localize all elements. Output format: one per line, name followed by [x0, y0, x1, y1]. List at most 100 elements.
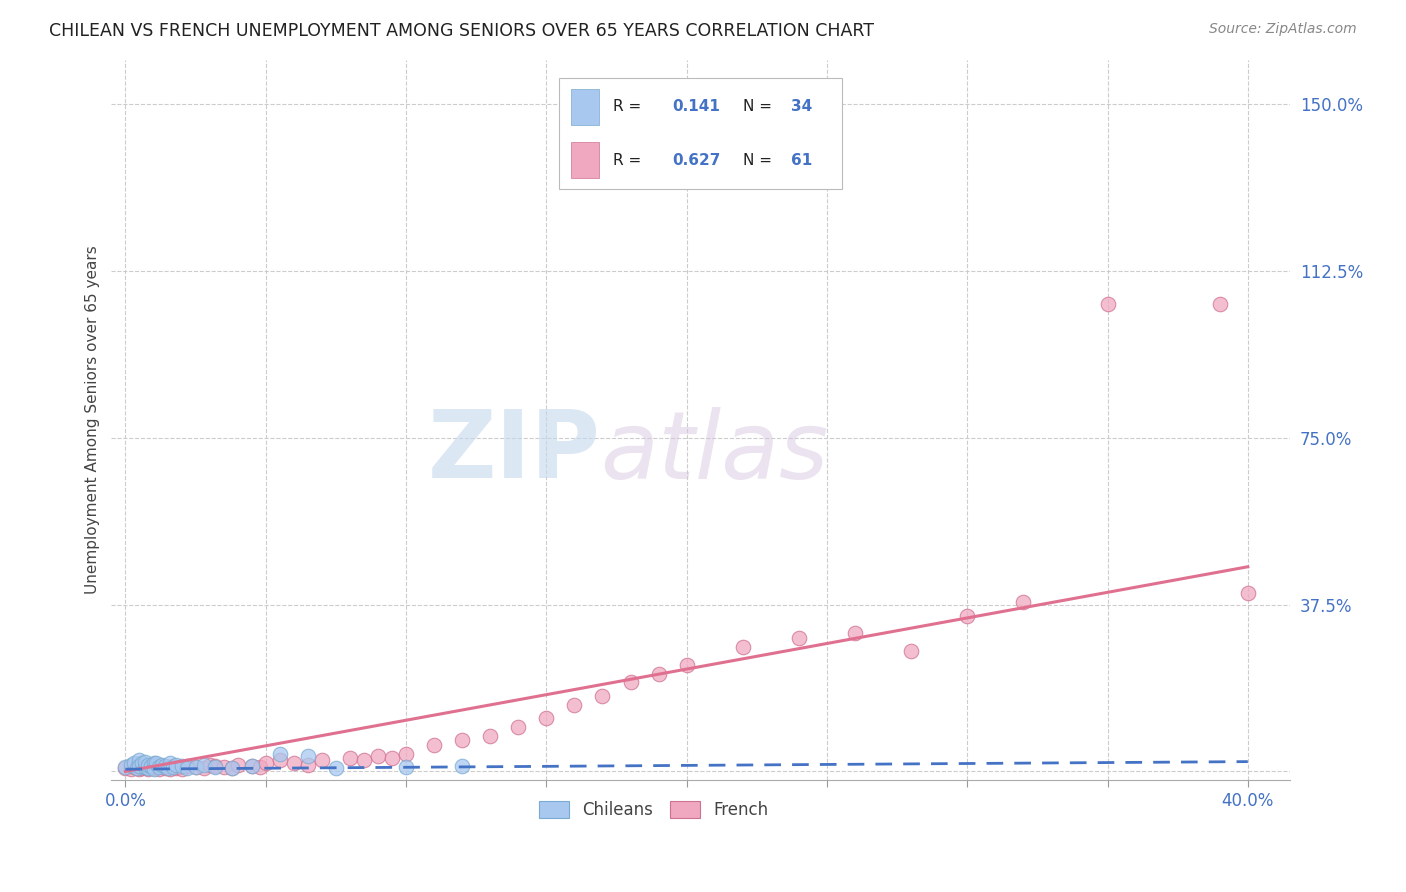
Point — [139, 759, 162, 773]
Point — [221, 761, 243, 775]
Point — [221, 761, 243, 775]
Text: atlas: atlas — [600, 407, 828, 498]
Point — [787, 631, 810, 645]
Point — [367, 748, 389, 763]
Point — [145, 760, 167, 774]
Point — [128, 759, 150, 773]
Text: ZIP: ZIP — [427, 407, 600, 499]
Point — [167, 760, 190, 774]
Point — [311, 753, 333, 767]
Point — [619, 675, 641, 690]
Point — [254, 756, 277, 770]
Point — [150, 759, 173, 773]
Point — [136, 762, 159, 776]
Point — [900, 644, 922, 658]
Point — [353, 753, 375, 767]
Point — [204, 759, 226, 773]
Point — [269, 753, 291, 767]
Point — [1097, 297, 1119, 311]
Point — [844, 626, 866, 640]
Point — [731, 640, 754, 654]
Point — [159, 756, 181, 770]
Text: CHILEAN VS FRENCH UNEMPLOYMENT AMONG SENIORS OVER 65 YEARS CORRELATION CHART: CHILEAN VS FRENCH UNEMPLOYMENT AMONG SEN… — [49, 22, 875, 40]
Point — [148, 762, 170, 776]
Text: Source: ZipAtlas.com: Source: ZipAtlas.com — [1209, 22, 1357, 37]
Point — [564, 698, 586, 712]
Point — [131, 756, 153, 771]
Point — [145, 756, 167, 771]
Point — [156, 760, 179, 774]
Point — [125, 761, 148, 775]
Point — [122, 756, 145, 770]
Point — [193, 761, 215, 775]
Point — [162, 760, 184, 774]
Point — [451, 733, 474, 747]
Point — [647, 666, 669, 681]
Point — [451, 759, 474, 773]
Point — [142, 761, 165, 775]
Point — [176, 759, 198, 773]
Point — [128, 762, 150, 776]
Point — [240, 759, 263, 773]
Point — [128, 753, 150, 767]
Point — [184, 760, 207, 774]
Point — [114, 761, 136, 775]
Point — [381, 751, 404, 765]
Point — [212, 760, 235, 774]
Point — [134, 760, 156, 774]
Point — [395, 747, 418, 761]
Point — [170, 759, 193, 773]
Point — [134, 760, 156, 774]
Point — [159, 762, 181, 776]
Y-axis label: Unemployment Among Seniors over 65 years: Unemployment Among Seniors over 65 years — [86, 245, 100, 594]
Point — [162, 759, 184, 773]
Point — [591, 689, 613, 703]
Point — [204, 760, 226, 774]
Point — [128, 759, 150, 773]
Point — [134, 755, 156, 769]
Point — [120, 762, 142, 776]
Point — [176, 761, 198, 775]
Point — [139, 759, 162, 773]
Point — [131, 761, 153, 775]
Point — [1012, 595, 1035, 609]
Point — [283, 756, 305, 770]
Point — [125, 761, 148, 775]
Point — [142, 756, 165, 770]
Point — [479, 729, 502, 743]
Point — [395, 760, 418, 774]
Point — [156, 761, 179, 775]
Point — [153, 761, 176, 775]
Point — [114, 760, 136, 774]
Point — [142, 757, 165, 772]
Point — [153, 759, 176, 773]
Point — [297, 748, 319, 763]
Point — [148, 760, 170, 774]
Point — [240, 759, 263, 773]
Point — [184, 760, 207, 774]
Point — [508, 720, 530, 734]
Point — [1209, 297, 1232, 311]
Point — [170, 762, 193, 776]
Point — [136, 757, 159, 772]
Point — [675, 657, 697, 672]
Point — [1236, 586, 1258, 600]
Point — [136, 761, 159, 775]
Point — [165, 757, 187, 772]
Point — [198, 757, 221, 772]
Legend: Chileans, French: Chileans, French — [533, 795, 775, 826]
Point — [226, 757, 249, 772]
Point — [325, 761, 347, 775]
Point — [297, 757, 319, 772]
Point — [122, 760, 145, 774]
Point — [249, 760, 271, 774]
Point — [193, 757, 215, 772]
Point — [423, 738, 446, 752]
Point — [536, 711, 558, 725]
Point — [956, 608, 979, 623]
Point — [142, 762, 165, 776]
Point — [150, 757, 173, 772]
Point — [165, 761, 187, 775]
Point — [120, 757, 142, 772]
Point — [269, 747, 291, 761]
